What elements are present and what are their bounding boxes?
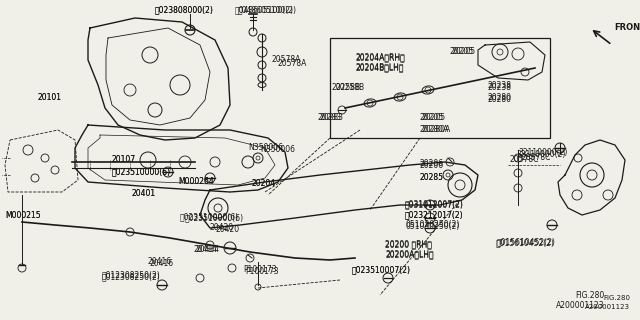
- Text: ⒵012308250(2): ⒵012308250(2): [102, 273, 161, 282]
- Text: 20205: 20205: [422, 113, 446, 122]
- Text: ⓓ023808000(2): ⓓ023808000(2): [155, 5, 214, 14]
- Text: ⓓ023510007(2): ⓓ023510007(2): [352, 266, 411, 275]
- Text: 20416: 20416: [148, 258, 172, 267]
- Text: 20204: 20204: [252, 179, 276, 188]
- Text: 20578C: 20578C: [510, 156, 540, 164]
- Text: 20283: 20283: [320, 114, 344, 123]
- Text: FIG.280: FIG.280: [603, 295, 630, 301]
- Text: ⒵015610452(2): ⒵015610452(2): [496, 238, 555, 247]
- Text: 20204: 20204: [252, 179, 276, 188]
- Text: 20280: 20280: [488, 95, 512, 105]
- Text: M000215: M000215: [5, 211, 40, 220]
- Text: 20280A: 20280A: [420, 125, 449, 134]
- Text: ⓓ023212017(2): ⓓ023212017(2): [405, 211, 463, 220]
- Bar: [330, 38, 550, 138]
- Text: 20107: 20107: [112, 156, 136, 164]
- Text: 20205: 20205: [420, 114, 444, 123]
- Text: 20204A〈RH〉: 20204A〈RH〉: [355, 53, 404, 62]
- Text: 20280A: 20280A: [422, 124, 451, 133]
- Text: 20401: 20401: [132, 188, 156, 197]
- Text: A200001123: A200001123: [556, 300, 605, 309]
- Text: 32110000(2): 32110000(2): [518, 148, 568, 157]
- Text: 051030250(2): 051030250(2): [405, 221, 460, 230]
- Text: M000264: M000264: [178, 178, 214, 187]
- Text: 20200 〈RH〉: 20200 〈RH〉: [385, 239, 432, 249]
- Text: 20200A〈LH〉: 20200A〈LH〉: [385, 250, 434, 259]
- Text: 20204B〈LH〉: 20204B〈LH〉: [355, 62, 403, 71]
- Text: M000264: M000264: [178, 178, 214, 187]
- Text: 20280: 20280: [488, 93, 512, 102]
- Text: 20204A〈RH〉: 20204A〈RH〉: [355, 52, 404, 61]
- Text: 051030250(2): 051030250(2): [405, 220, 460, 229]
- Text: 20420: 20420: [215, 226, 239, 235]
- Text: 20414: 20414: [193, 245, 217, 254]
- Text: 20204B〈LH〉: 20204B〈LH〉: [355, 63, 403, 73]
- Text: N350006: N350006: [248, 143, 283, 153]
- Text: 20578C: 20578C: [522, 154, 552, 163]
- Text: 20238: 20238: [488, 84, 512, 92]
- Text: 32110000(2): 32110000(2): [516, 150, 565, 159]
- Text: P100173: P100173: [245, 268, 278, 276]
- Text: 20101: 20101: [38, 92, 62, 101]
- Text: 20401: 20401: [132, 188, 156, 197]
- Text: 20258B: 20258B: [332, 84, 361, 92]
- Text: N350006: N350006: [260, 146, 295, 155]
- Text: FIG.280: FIG.280: [576, 291, 605, 300]
- Text: 20578A: 20578A: [272, 55, 301, 65]
- Text: A200001123: A200001123: [585, 304, 630, 310]
- Text: 20238: 20238: [488, 82, 512, 91]
- Text: Ⓜ031012007(2): Ⓜ031012007(2): [405, 201, 464, 210]
- Text: 20206: 20206: [420, 159, 444, 169]
- Text: 20578A: 20578A: [278, 59, 307, 68]
- Text: 20200A〈LH〉: 20200A〈LH〉: [385, 251, 434, 260]
- Text: ⓓ023510000(6): ⓓ023510000(6): [112, 167, 171, 177]
- Text: 20285: 20285: [420, 173, 444, 182]
- Text: ⓓ023510007(2): ⓓ023510007(2): [352, 266, 411, 275]
- Text: 20285: 20285: [420, 172, 444, 181]
- Text: 20101: 20101: [38, 92, 62, 101]
- Text: ⒵012308250(2): ⒵012308250(2): [102, 270, 161, 279]
- Text: Ⓜ048605100(2): Ⓜ048605100(2): [238, 5, 297, 14]
- Text: 20258B: 20258B: [335, 84, 364, 92]
- Text: 20416: 20416: [150, 260, 174, 268]
- Text: ⓓ023510000(6): ⓓ023510000(6): [180, 212, 239, 221]
- Text: 20107: 20107: [112, 156, 136, 164]
- Text: P100173: P100173: [243, 266, 276, 275]
- Text: Ⓜ048605100(2): Ⓜ048605100(2): [235, 5, 294, 14]
- Text: 20205: 20205: [452, 46, 476, 55]
- Text: 20206: 20206: [420, 161, 444, 170]
- Text: Ⓜ031012007(2): Ⓜ031012007(2): [405, 199, 464, 209]
- Text: 20420: 20420: [210, 223, 234, 233]
- Text: 20205: 20205: [450, 47, 474, 57]
- Text: 20200 〈RH〉: 20200 〈RH〉: [385, 241, 432, 250]
- Text: ⓓ023510000(6): ⓓ023510000(6): [185, 213, 244, 222]
- Text: FRONT: FRONT: [614, 23, 640, 33]
- Text: ⓓ023808000(2): ⓓ023808000(2): [155, 5, 214, 14]
- Text: ⓓ023510000(6): ⓓ023510000(6): [112, 167, 171, 177]
- Text: M000215: M000215: [5, 211, 40, 220]
- Text: ⓓ023212017(2): ⓓ023212017(2): [405, 211, 463, 220]
- Text: ⒵015610452(2): ⒵015610452(2): [497, 237, 556, 246]
- Text: 20283: 20283: [318, 114, 342, 123]
- Text: 20414: 20414: [196, 245, 220, 254]
